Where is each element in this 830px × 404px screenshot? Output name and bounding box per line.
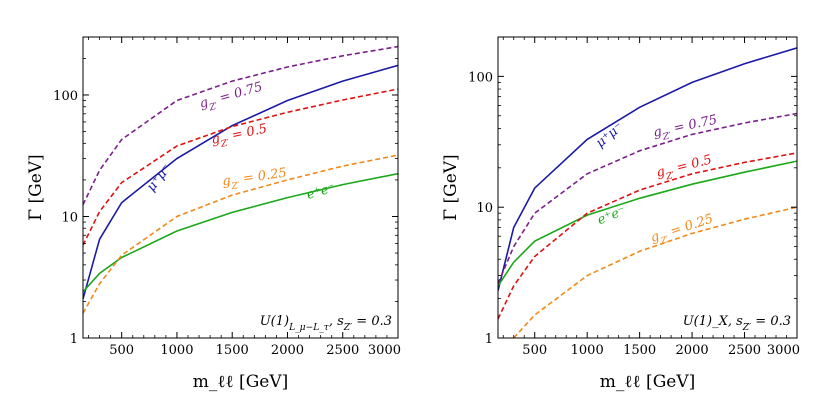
series-line-3 <box>498 152 797 320</box>
plot-frame <box>497 36 798 339</box>
curve-label-g05: gZ′ = 0.5 <box>655 152 714 184</box>
curve-label-g075: gZ′ = 0.75 <box>198 79 266 115</box>
x-tick-label: 2500 <box>728 343 761 358</box>
curve-label-mumu: μ⁺μ⁻ <box>593 120 626 151</box>
x-axis-label: m_ℓℓ [GeV] <box>193 372 289 392</box>
series-line-0 <box>498 47 797 291</box>
series-line-3 <box>83 88 398 246</box>
x-tick-label: 3000 <box>368 343 401 358</box>
curve-label-g025: gZ′ = 0.25 <box>649 212 717 250</box>
curve-label-mumu: μ⁺μ⁻ <box>144 161 175 194</box>
series-line-1 <box>498 160 797 287</box>
y-axis-label: Γ [GeV] <box>441 154 461 220</box>
x-tick-label: 2000 <box>676 343 709 358</box>
y-tick-label: 10 <box>476 201 493 216</box>
x-tick-label: 1000 <box>571 343 604 358</box>
model-annotation: U(1)_X, sZ′ = 0.3 <box>683 314 791 333</box>
y-tick-label: 10 <box>61 210 78 225</box>
x-tick-label: 1000 <box>160 343 193 358</box>
curve-label-g05: gZ′ = 0.5 <box>210 121 269 151</box>
series-line-2 <box>83 45 398 206</box>
x-tick-label: 2500 <box>326 343 359 358</box>
x-tick-label: 2000 <box>271 343 304 358</box>
y-tick-label: 100 <box>53 89 78 104</box>
y-axis-label: Γ [GeV] <box>26 154 46 220</box>
x-axis-label: m_ℓℓ [GeV] <box>600 372 696 392</box>
series-line-4 <box>513 206 797 338</box>
panel-left: 500 1000 1500 2000 2500 3000 1 10 100 m_ℓℓ [GeV] Γ… <box>26 36 401 392</box>
curve-label-ee: e⁺e⁻ <box>305 180 337 202</box>
y-tick-label: 1 <box>485 332 493 347</box>
model-annotation: U(1)L_μ−L_τ, sZ′ = 0.3 <box>260 314 392 333</box>
series-line-0 <box>83 64 398 300</box>
y-tick-label: 1 <box>70 332 78 347</box>
panel-right: 500 1000 1500 2000 2500 3000 1 10 100 m_ℓℓ [GeV] Γ… <box>441 36 800 392</box>
plot-frame <box>82 36 399 339</box>
x-tick-label: 1500 <box>623 343 656 358</box>
curve-label-g025: gZ′ = 0.25 <box>221 166 288 194</box>
series-line-1 <box>83 172 398 293</box>
x-tick-label: 500 <box>522 343 547 358</box>
curve-label-g075: gZ′ = 0.75 <box>652 113 719 145</box>
x-tick-label: 500 <box>109 343 134 358</box>
x-tick-label: 1500 <box>216 343 249 358</box>
y-tick-label: 100 <box>468 70 493 85</box>
x-tick-label: 3000 <box>767 343 800 358</box>
series-line-2 <box>498 112 797 285</box>
